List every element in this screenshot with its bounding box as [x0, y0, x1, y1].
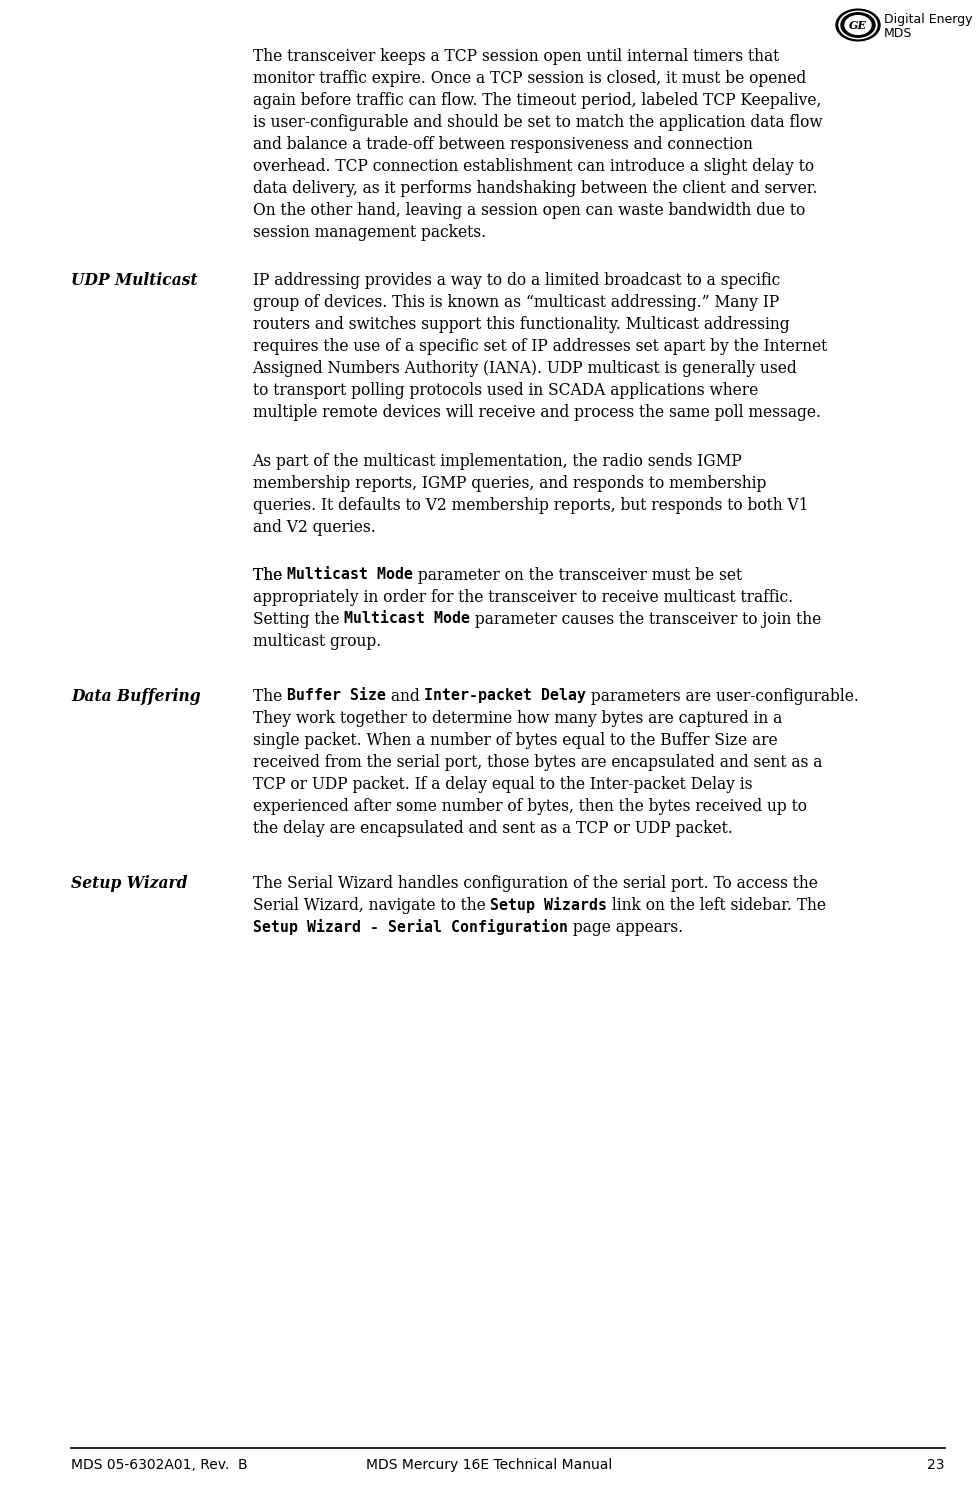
Text: and V2 queries.: and V2 queries. [252, 519, 375, 536]
Text: parameters are user-configurable.: parameters are user-configurable. [586, 688, 859, 705]
Text: Digital Energy: Digital Energy [883, 12, 971, 25]
Text: link on the left sidebar. The: link on the left sidebar. The [606, 898, 825, 914]
Text: The: The [252, 567, 287, 585]
Text: queries. It defaults to V2 membership reports, but responds to both V1: queries. It defaults to V2 membership re… [252, 497, 807, 513]
Text: received from the serial port, those bytes are encapsulated and sent as a: received from the serial port, those byt… [252, 754, 822, 772]
Text: The: The [252, 567, 287, 585]
Text: IP addressing provides a way to do a limited broadcast to a specific: IP addressing provides a way to do a lim… [252, 272, 779, 289]
Text: parameter on the transceiver must be set: parameter on the transceiver must be set [413, 567, 741, 585]
Text: As part of the multicast implementation, the radio sends IGMP: As part of the multicast implementation,… [252, 453, 741, 470]
Text: overhead. TCP connection establishment can introduce a slight delay to: overhead. TCP connection establishment c… [252, 159, 813, 175]
Text: Serial Wizard, navigate to the: Serial Wizard, navigate to the [252, 898, 490, 914]
Text: Data Buffering: Data Buffering [71, 688, 200, 705]
Text: TCP or UDP packet. If a delay equal to the Inter-packet Delay is: TCP or UDP packet. If a delay equal to t… [252, 776, 751, 793]
Text: Multicast Mode: Multicast Mode [343, 612, 469, 627]
Text: UDP Multicast: UDP Multicast [71, 272, 198, 289]
Text: parameter causes the transceiver to join the: parameter causes the transceiver to join… [469, 612, 821, 628]
Text: multicast group.: multicast group. [252, 633, 380, 651]
Text: Setting the: Setting the [252, 612, 343, 628]
Text: session management packets.: session management packets. [252, 224, 485, 241]
Text: Buffer Size: Buffer Size [287, 688, 385, 703]
Text: and balance a trade-off between responsiveness and connection: and balance a trade-off between responsi… [252, 136, 752, 153]
Text: Multicast Mode: Multicast Mode [287, 567, 413, 582]
Text: requires the use of a specific set of IP addresses set apart by the Internet: requires the use of a specific set of IP… [252, 338, 826, 356]
Text: and: and [385, 688, 423, 705]
Text: membership reports, IGMP queries, and responds to membership: membership reports, IGMP queries, and re… [252, 474, 765, 492]
Text: data delivery, as it performs handshaking between the client and server.: data delivery, as it performs handshakin… [252, 180, 816, 197]
Text: single packet. When a number of bytes equal to the Buffer Size are: single packet. When a number of bytes eq… [252, 732, 777, 749]
Text: The: The [252, 688, 287, 705]
Text: MDS 05-6302A01, Rev.  B: MDS 05-6302A01, Rev. B [71, 1459, 247, 1472]
Text: routers and switches support this functionality. Multicast addressing: routers and switches support this functi… [252, 316, 788, 334]
Text: monitor traffic expire. Once a TCP session is closed, it must be opened: monitor traffic expire. Once a TCP sessi… [252, 70, 805, 87]
Text: MDS: MDS [883, 27, 911, 39]
Text: Setup Wizard: Setup Wizard [71, 875, 188, 892]
Text: Assigned Numbers Authority (IANA). UDP multicast is generally used: Assigned Numbers Authority (IANA). UDP m… [252, 361, 796, 377]
Text: multiple remote devices will receive and process the same poll message.: multiple remote devices will receive and… [252, 404, 820, 422]
Text: Setup Wizard - Serial Configuration: Setup Wizard - Serial Configuration [252, 919, 567, 935]
Ellipse shape [840, 13, 874, 37]
Text: experienced after some number of bytes, then the bytes received up to: experienced after some number of bytes, … [252, 799, 806, 815]
Text: MDS Mercury 16E Technical Manual: MDS Mercury 16E Technical Manual [366, 1459, 612, 1472]
Text: On the other hand, leaving a session open can waste bandwidth due to: On the other hand, leaving a session ope… [252, 202, 804, 218]
Text: page appears.: page appears. [567, 919, 682, 936]
Text: again before traffic can flow. The timeout period, labeled TCP Keepalive,: again before traffic can flow. The timeo… [252, 91, 821, 109]
Text: The Serial Wizard handles configuration of the serial port. To access the: The Serial Wizard handles configuration … [252, 875, 817, 892]
Text: Setup Wizards: Setup Wizards [490, 898, 606, 913]
Text: 23: 23 [926, 1459, 944, 1472]
Text: the delay are encapsulated and sent as a TCP or UDP packet.: the delay are encapsulated and sent as a… [252, 820, 732, 838]
Text: The transceiver keeps a TCP session open until internal timers that: The transceiver keeps a TCP session open… [252, 48, 778, 64]
Text: is user-configurable and should be set to match the application data flow: is user-configurable and should be set t… [252, 114, 822, 132]
Text: They work together to determine how many bytes are captured in a: They work together to determine how many… [252, 711, 781, 727]
Ellipse shape [835, 9, 879, 40]
Text: Inter-packet Delay: Inter-packet Delay [423, 688, 586, 703]
Ellipse shape [844, 15, 870, 34]
Text: appropriately in order for the transceiver to receive multicast traffic.: appropriately in order for the transceiv… [252, 589, 792, 606]
Text: group of devices. This is known as “multicast addressing.” Many IP: group of devices. This is known as “mult… [252, 295, 778, 311]
Ellipse shape [838, 12, 876, 39]
Text: GE: GE [848, 19, 867, 30]
Text: to transport polling protocols used in SCADA applications where: to transport polling protocols used in S… [252, 383, 757, 399]
